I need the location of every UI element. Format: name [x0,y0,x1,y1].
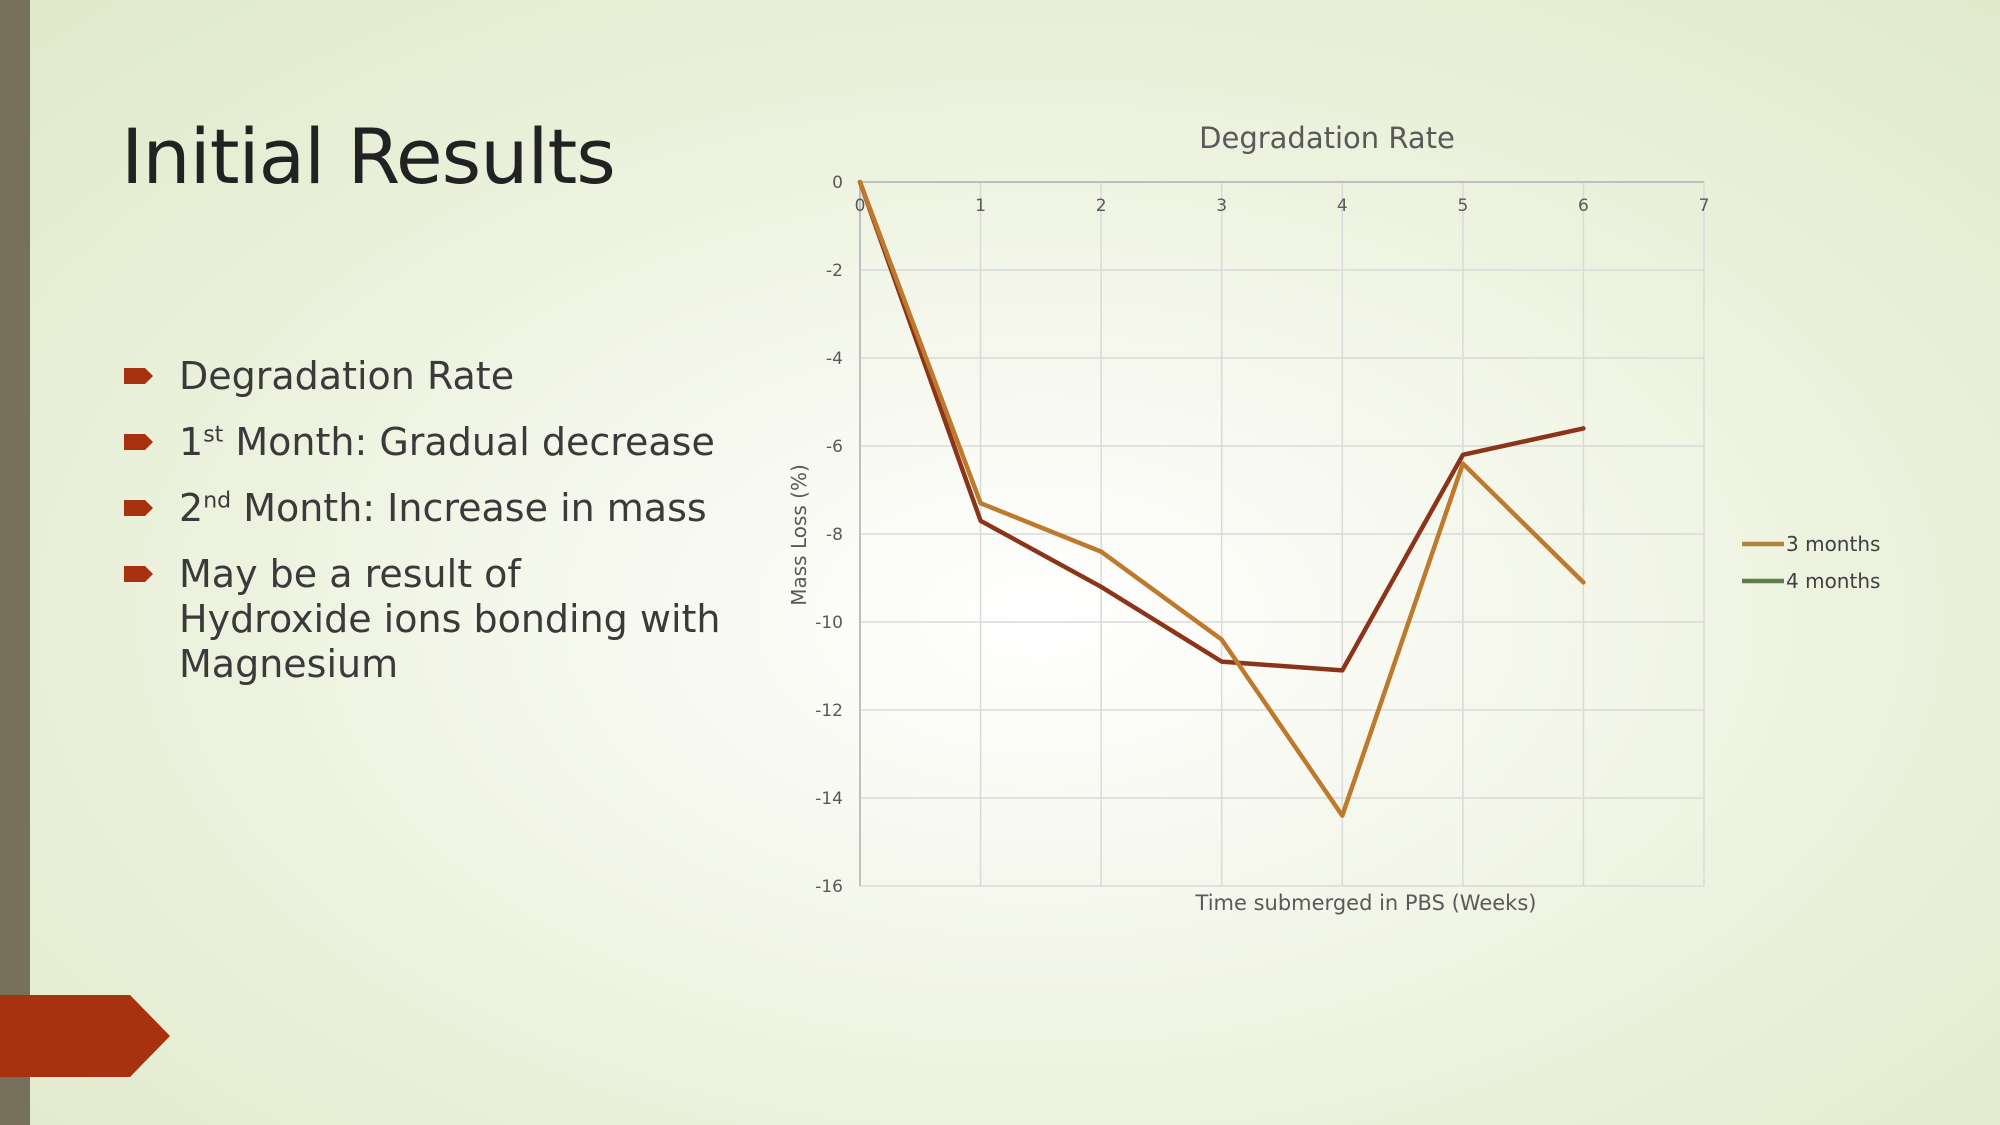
series-line [857,179,1586,673]
series-line [857,179,1586,818]
left-accent-bar [0,0,30,1125]
x-tick-label: 5 [1457,196,1468,216]
bullet-item: 1st Month: Gradual decrease [122,420,722,465]
bullet-text: May be a result of Hydroxide ions bondin… [179,552,721,686]
legend-label: 4 months [1786,569,1880,593]
bullet-item: 2nd Month: Increase in mass [122,486,722,531]
x-tick-label: 2 [1096,196,1107,216]
x-tick-label: 1 [975,196,986,216]
y-tick-label: 0 [832,173,843,193]
y-tick-label: -10 [815,613,843,633]
y-tick-label: -16 [815,877,843,897]
y-tick-label: -4 [826,349,843,369]
bullet-text-ordinal: st [203,422,224,448]
x-axis-label: Time submerged in PBS (Weeks) [1195,891,1537,915]
bullet-arrow-icon [124,566,153,582]
x-tick-label: 4 [1337,196,1348,216]
bullet-text: Month: Gradual decrease [223,420,715,464]
legend-label: 3 months [1786,532,1880,556]
bullet-item: Degradation Rate [122,354,722,399]
y-tick-label: -14 [815,789,843,809]
y-tick-label: -2 [826,261,843,281]
chart-title: Degradation Rate [1199,121,1455,155]
bullet-text: Degradation Rate [179,354,515,398]
bullet-list: Degradation Rate 1st Month: Gradual decr… [122,354,722,708]
bullet-text-number: 2 [179,486,204,530]
bullet-text-ordinal: nd [203,488,232,514]
bullet-arrow-icon [124,434,153,450]
bullet-item: May be a result of Hydroxide ions bondin… [122,552,722,687]
bullet-text: Month: Increase in mass [231,486,707,530]
y-axis-label: Mass Loss (%) [787,464,811,606]
x-tick-label: 0 [855,196,866,216]
y-tick-label: -12 [815,701,843,721]
slide-title: Initial Results [121,112,616,201]
y-tick-label: -8 [826,525,843,545]
y-tick-label: -6 [826,437,843,457]
slide-arrow-tab [0,995,170,1077]
bullet-arrow-icon [124,368,153,384]
bullet-text-number: 1 [179,420,204,464]
x-tick-label: 6 [1578,196,1589,216]
x-tick-label: 7 [1699,196,1710,216]
bullet-arrow-icon [124,500,153,516]
x-tick-label: 3 [1216,196,1227,216]
